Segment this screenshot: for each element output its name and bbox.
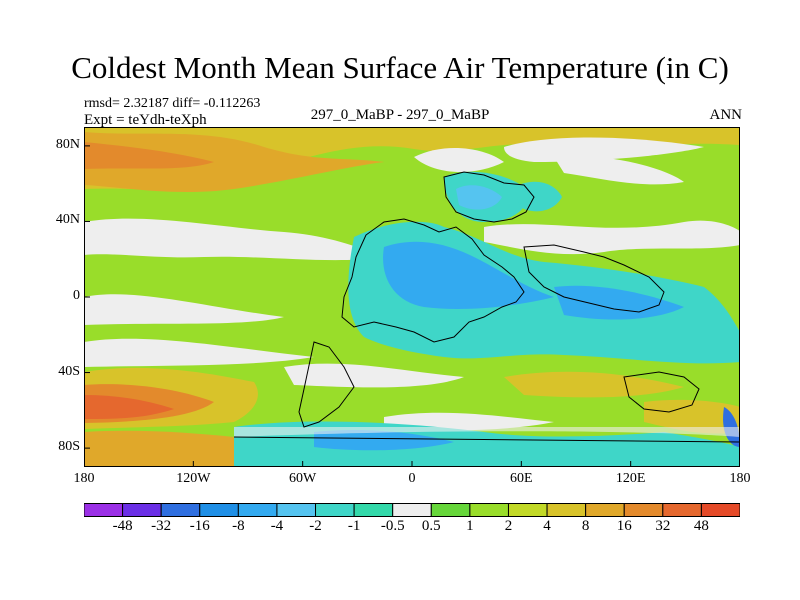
colorbar-label: -4 — [270, 518, 284, 534]
colorbar-label: 4 — [543, 518, 551, 534]
colorbar-label: -16 — [189, 518, 210, 534]
colorbar-swatch — [84, 503, 124, 517]
colorbar-label: -0.5 — [380, 518, 405, 534]
stats-text: rmsd= 2.32187 diff= -0.112263 — [84, 96, 261, 111]
colorbar-label: -1 — [347, 518, 361, 534]
colorbar — [84, 503, 740, 517]
map-field — [84, 127, 740, 467]
comparison-label: 297_0_MaBP - 297_0_MaBP — [310, 107, 490, 123]
colorbar-swatch — [700, 503, 740, 517]
x-tick-label: 0 — [408, 471, 416, 486]
colorbar-label: -48 — [112, 518, 133, 534]
x-tick-label: 180 — [729, 471, 751, 486]
y-tick-label: 80S — [58, 439, 80, 455]
colorbar-swatch — [585, 503, 625, 517]
colorbar-swatch — [160, 503, 201, 517]
colorbar-label: -32 — [151, 518, 172, 534]
colorbar-swatch — [430, 503, 471, 517]
colorbar-swatch — [199, 503, 239, 517]
y-tick-label: 80N — [55, 136, 80, 152]
colorbar-label: 1 — [466, 518, 474, 534]
colorbar-label: -2 — [309, 518, 322, 534]
colorbar-label: 8 — [581, 518, 590, 534]
colorbar-swatch — [237, 503, 278, 517]
x-tick-label: 120W — [176, 471, 211, 486]
plot-title: Coldest Month Mean Surface Air Temperatu… — [71, 50, 729, 85]
colorbar-label: 2 — [504, 518, 513, 534]
colorbar-label: 0.5 — [421, 518, 441, 534]
colorbar-swatch — [546, 503, 587, 517]
colorbar-swatch — [662, 503, 702, 517]
x-tick-label: 60W — [289, 471, 317, 486]
x-tick-label: 60E — [510, 471, 533, 486]
colorbar-swatch — [469, 503, 509, 517]
y-tick-label: 40S — [58, 363, 80, 379]
colorbar-swatch — [276, 503, 317, 517]
colorbar-label: -8 — [232, 518, 245, 534]
colorbar-swatch — [353, 503, 394, 517]
colorbar-swatch — [392, 503, 432, 517]
colorbar-swatch — [507, 503, 548, 517]
y-tick-label: 40N — [55, 212, 80, 228]
x-tick-label: 120E — [615, 471, 646, 486]
colorbar-label: 48 — [693, 518, 709, 534]
colorbar-swatch — [623, 503, 664, 517]
x-axis — [84, 461, 740, 467]
colorbar-swatch — [122, 503, 162, 517]
x-tick-label: 180 — [73, 471, 95, 486]
period-label: ANN — [709, 107, 743, 123]
colorbar-swatch — [315, 503, 355, 517]
colorbar-label: 16 — [616, 518, 632, 534]
y-tick-label: 0 — [73, 288, 80, 303]
temperature-map — [84, 127, 740, 467]
y-axis — [84, 145, 90, 449]
experiment-label: Expt = teYdh-teXph — [84, 112, 207, 128]
colorbar-label: 32 — [655, 518, 671, 534]
